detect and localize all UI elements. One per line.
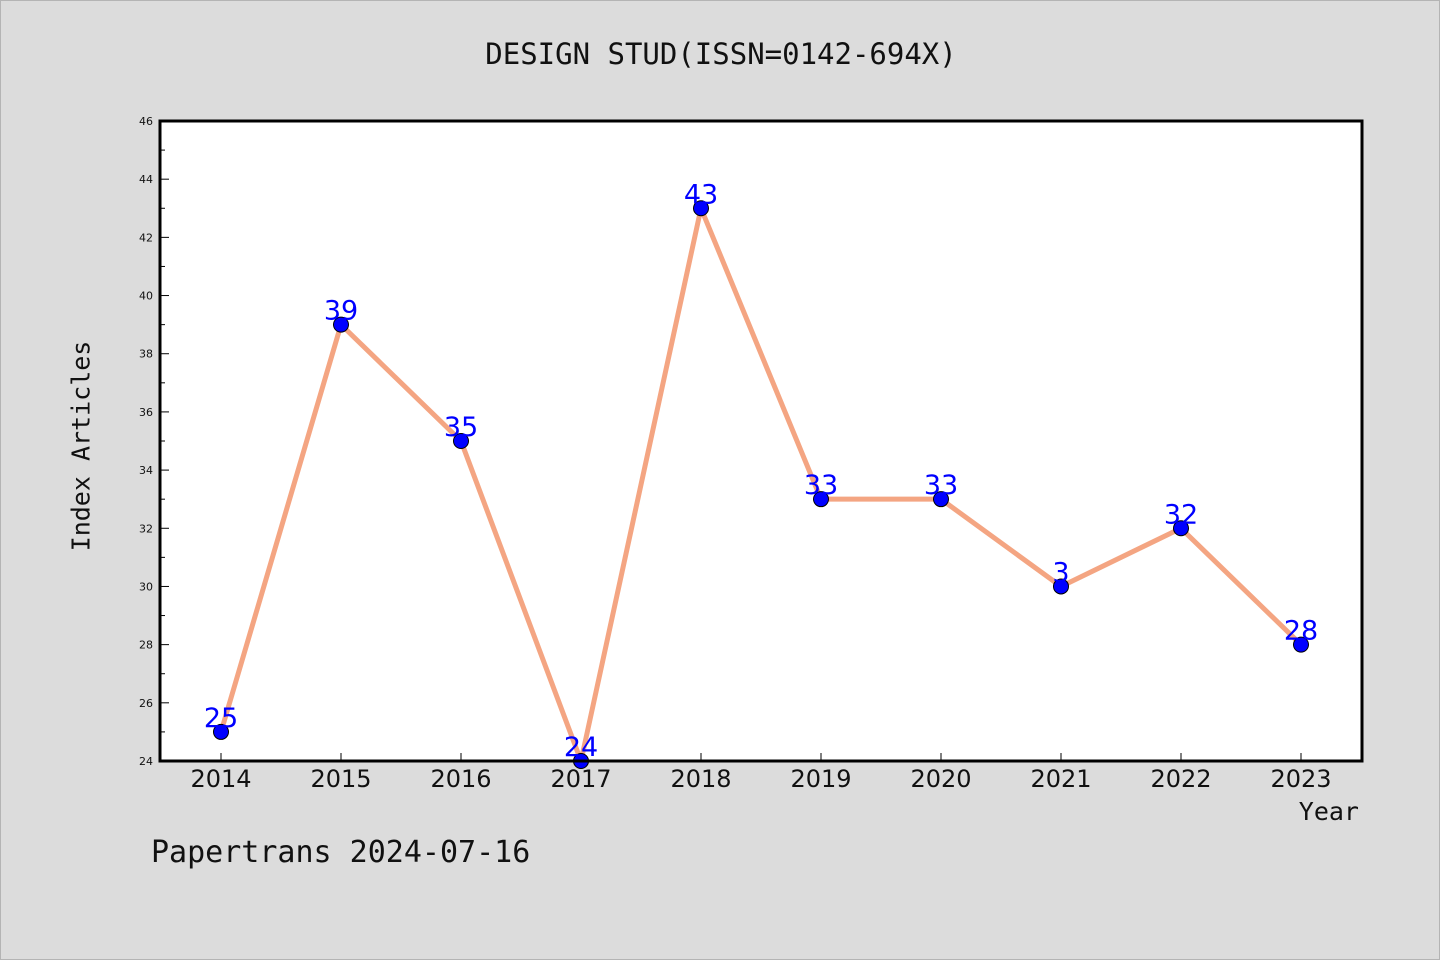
y-tick-label: 46	[139, 115, 153, 128]
data-point	[1053, 578, 1069, 595]
footer-credit: Papertrans 2024-07-16	[151, 835, 531, 870]
data-point	[213, 723, 229, 740]
y-tick-label: 34	[139, 464, 153, 477]
x-tick-label: 2015	[310, 765, 371, 793]
chart-title: DESIGN STUD(ISSN=0142-694X)	[485, 37, 957, 71]
x-tick-label: 2018	[670, 765, 731, 793]
plot-frame	[158, 119, 1364, 763]
data-point	[453, 433, 469, 449]
series-line	[218, 205, 1304, 764]
x-tick-label: 2016	[430, 765, 491, 793]
y-tick-label: 30	[139, 580, 153, 593]
data-point	[333, 316, 349, 333]
data-label: 32	[1164, 499, 1198, 530]
plot-background	[160, 121, 1362, 761]
x-tick-label: 2020	[910, 765, 971, 793]
data-point	[1173, 520, 1189, 537]
data-label: 3	[1052, 557, 1069, 588]
y-tick-label: 28	[139, 639, 153, 652]
x-tick-label: 2022	[1150, 765, 1211, 793]
x-tick-label: 2023	[1270, 765, 1331, 793]
data-point	[693, 200, 709, 217]
y-tick-label: 36	[139, 406, 153, 419]
data-point	[933, 491, 949, 508]
data-label: 33	[924, 470, 958, 501]
data-label: 39	[324, 296, 358, 327]
x-tick-label: 2017	[550, 765, 611, 793]
data-label: 24	[564, 732, 598, 763]
x-axis-label: Year	[1298, 797, 1359, 826]
y-tick-label: 44	[139, 173, 153, 186]
y-tick-label: 38	[139, 348, 153, 361]
data-point	[1293, 636, 1309, 653]
x-tick-label: 2014	[190, 765, 251, 793]
data-label: 28	[1284, 616, 1318, 647]
data-label: 25	[204, 703, 238, 734]
y-tick-label: 40	[139, 290, 153, 303]
data-label: 33	[804, 470, 838, 501]
y-tick-label: 24	[139, 755, 153, 768]
x-tick-label: 2021	[1030, 765, 1091, 793]
data-label: 43	[684, 179, 718, 210]
data-label: 35	[444, 412, 478, 443]
y-tick-label: 32	[139, 522, 153, 535]
y-tick-label: 42	[139, 231, 153, 244]
data-point	[813, 491, 829, 508]
y-tick-label: 26	[139, 697, 153, 710]
x-tick-label: 2019	[790, 765, 851, 793]
